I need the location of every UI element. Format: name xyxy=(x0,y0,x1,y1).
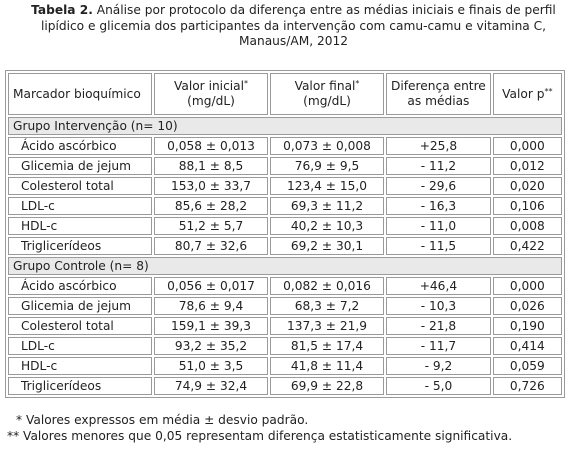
cell-p: 0,026 xyxy=(492,297,562,315)
table-row: Glicemia de jejum 78,6 ± 9,4 68,3 ± 7,2- 1… xyxy=(8,297,562,315)
cell-p: 0,059 xyxy=(492,357,562,375)
cell-final: 76,9 ± 9,5 xyxy=(270,157,384,175)
cell-diff: - 9,2 xyxy=(386,357,491,375)
cell-diff: +46,4 xyxy=(386,277,491,295)
caption-text-1: Análise por protocolo da diferença entre… xyxy=(92,3,556,17)
cell-final: 0,082 ± 0,016 xyxy=(270,277,384,295)
table-row: Glicemia de jejum 88,1 ± 8,5 76,9 ± 9,5- 1… xyxy=(8,157,562,175)
caption-line-1: Tabela 2. Análise por protocolo da difer… xyxy=(0,3,587,19)
header-row: Marcador bioquímico Valor inicial* (mg/dL… xyxy=(8,73,562,115)
cell-initial: 0,056 ± 0,017 xyxy=(154,277,268,295)
table-caption: Tabela 2. Análise por protocolo da difer… xyxy=(0,3,587,50)
cell-p: 0,726 xyxy=(492,377,562,395)
cell-diff: - 11,2 xyxy=(386,157,491,175)
table-row: Ácido ascórbico 0,056 ± 0,017 0,082 ± 0,01… xyxy=(8,277,562,295)
cell-marker: Ácido ascórbico xyxy=(8,137,152,155)
table-row: HDL-c 51,2 ± 5,7 40,2 ± 10,3- 11,0 0,008 xyxy=(8,217,562,235)
caption-line-2: lipídico e glicemia dos participantes da… xyxy=(40,18,547,33)
cell-diff: - 11,7 xyxy=(386,337,491,355)
cell-p: 0,414 xyxy=(492,337,562,355)
col-header-initial: Valor inicial* (mg/dL) xyxy=(154,73,268,115)
table-row: Triglicerídeos 80,7 ± 32,6 69,2 ± 30,1- 11… xyxy=(8,237,562,255)
cell-final: 69,2 ± 30,1 xyxy=(270,237,384,255)
cell-initial: 93,2 ± 35,2 xyxy=(154,337,268,355)
cell-final: 81,5 ± 17,4 xyxy=(270,337,384,355)
footnotes: * Valores expressos em média ± desvio pa… xyxy=(7,413,512,444)
cell-p: 0,106 xyxy=(492,197,562,215)
cell-marker: LDL-c xyxy=(8,337,152,355)
cell-initial: 51,2 ± 5,7 xyxy=(154,217,268,235)
cell-initial: 78,6 ± 9,4 xyxy=(154,297,268,315)
table-row: Colesterol total 159,1 ± 39,3 137,3 ± 21,9… xyxy=(8,317,562,335)
cell-diff: - 11,5 xyxy=(386,237,491,255)
cell-p: 0,000 xyxy=(492,277,562,295)
cell-diff: - 29,6 xyxy=(386,177,491,195)
cell-initial: 74,9 ± 32,4 xyxy=(154,377,268,395)
cell-initial: 88,1 ± 8,5 xyxy=(154,157,268,175)
cell-diff: - 11,0 xyxy=(386,217,491,235)
table-row: LDL-c 85,6 ± 28,2 69,3 ± 11,2- 16,3 0,106 xyxy=(8,197,562,215)
group-title: Grupo Controle (n= 8) xyxy=(8,257,562,275)
cell-p: 0,012 xyxy=(492,157,562,175)
group-row: Grupo Intervenção (n= 10) xyxy=(8,117,562,135)
cell-marker: Glicemia de jejum xyxy=(8,297,152,315)
cell-marker: Triglicerídeos xyxy=(8,377,152,395)
group-row: Grupo Controle (n= 8) xyxy=(8,257,562,275)
cell-marker: Glicemia de jejum xyxy=(8,157,152,175)
cell-final: 68,3 ± 7,2 xyxy=(270,297,384,315)
cell-initial: 153,0 ± 33,7 xyxy=(154,177,268,195)
group-title: Grupo Intervenção (n= 10) xyxy=(8,117,562,135)
cell-p: 0,000 xyxy=(492,137,562,155)
cell-marker: Colesterol total xyxy=(8,177,152,195)
col-header-diff: Diferença entre as médias xyxy=(386,73,491,115)
col-header-final: Valor final* (mg/dL) xyxy=(270,73,384,115)
col-header-marker: Marcador bioquímico xyxy=(8,73,152,115)
cell-p: 0,190 xyxy=(492,317,562,335)
cell-p: 0,008 xyxy=(492,217,562,235)
table-row: Colesterol total 153,0 ± 33,7 123,4 ± 15,0… xyxy=(8,177,562,195)
cell-final: 137,3 ± 21,9 xyxy=(270,317,384,335)
cell-final: 40,2 ± 10,3 xyxy=(270,217,384,235)
footnote-1: * Valores expressos em média ± desvio pa… xyxy=(16,413,309,427)
cell-final: 41,8 ± 11,4 xyxy=(270,357,384,375)
cell-diff: - 21,8 xyxy=(386,317,491,335)
table-row: Triglicerídeos 74,9 ± 32,4 69,9 ± 22,8- 5,… xyxy=(8,377,562,395)
cell-marker: HDL-c xyxy=(8,357,152,375)
table-row: Ácido ascórbico 0,058 ± 0,013 0,073 ± 0,00… xyxy=(8,137,562,155)
cell-marker: HDL-c xyxy=(8,217,152,235)
caption-label: Tabela 2. xyxy=(31,3,93,17)
cell-final: 123,4 ± 15,0 xyxy=(270,177,384,195)
cell-diff: +25,8 xyxy=(386,137,491,155)
data-table: Marcador bioquímico Valor inicial* (mg/dL… xyxy=(5,70,565,398)
cell-p: 0,422 xyxy=(492,237,562,255)
cell-final: 69,3 ± 11,2 xyxy=(270,197,384,215)
cell-initial: 51,0 ± 3,5 xyxy=(154,357,268,375)
cell-marker: LDL-c xyxy=(8,197,152,215)
col-header-p: Valor p** xyxy=(492,73,562,115)
cell-diff: - 5,0 xyxy=(386,377,491,395)
cell-diff: - 16,3 xyxy=(386,197,491,215)
caption-line-3: Manaus/AM, 2012 xyxy=(239,34,348,48)
cell-diff: - 10,3 xyxy=(386,297,491,315)
cell-initial: 80,7 ± 32,6 xyxy=(154,237,268,255)
cell-initial: 159,1 ± 39,3 xyxy=(154,317,268,335)
table-row: LDL-c 93,2 ± 35,2 81,5 ± 17,4- 11,7 0,414 xyxy=(8,337,562,355)
cell-marker: Colesterol total xyxy=(8,317,152,335)
cell-marker: Ácido ascórbico xyxy=(8,277,152,295)
cell-final: 69,9 ± 22,8 xyxy=(270,377,384,395)
cell-marker: Triglicerídeos xyxy=(8,237,152,255)
table-row: HDL-c 51,0 ± 3,5 41,8 ± 11,4- 9,2 0,059 xyxy=(8,357,562,375)
cell-initial: 85,6 ± 28,2 xyxy=(154,197,268,215)
cell-p: 0,020 xyxy=(492,177,562,195)
cell-final: 0,073 ± 0,008 xyxy=(270,137,384,155)
footnote-2: ** Valores menores que 0,05 representam … xyxy=(7,428,513,443)
cell-initial: 0,058 ± 0,013 xyxy=(154,137,268,155)
